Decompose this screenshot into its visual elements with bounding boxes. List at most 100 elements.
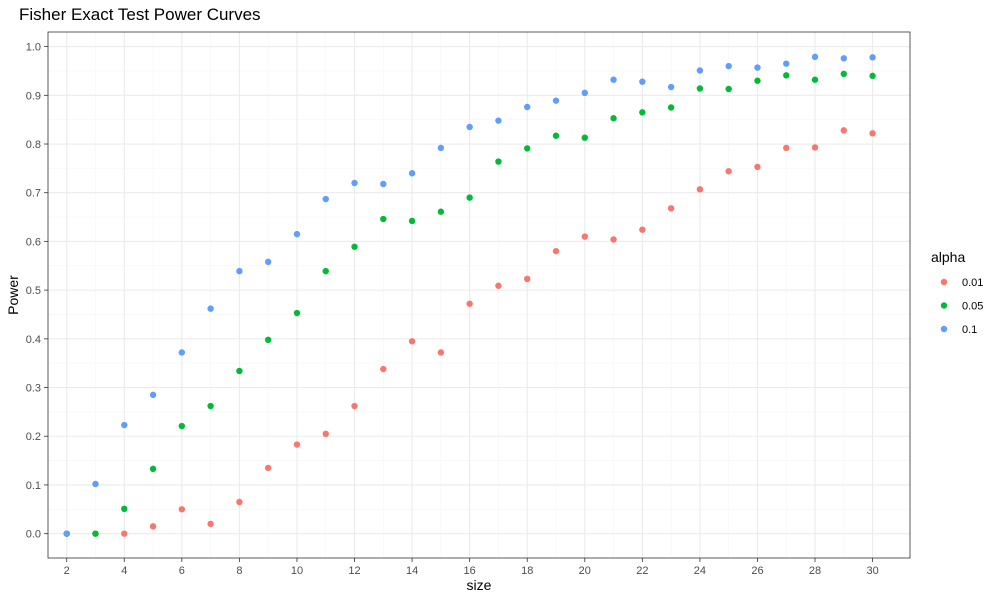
data-point-alpha-0.05 bbox=[437, 208, 445, 215]
legend-items: 0.01 0.05 0.1 bbox=[940, 277, 983, 336]
panel-border bbox=[47, 31, 911, 559]
data-point-alpha-0.01 bbox=[495, 282, 502, 289]
x-tick-label: 26 bbox=[751, 565, 763, 577]
data-point-alpha-0.1 bbox=[322, 195, 329, 203]
data-point-alpha-0.05 bbox=[351, 243, 358, 250]
data-point-alpha-0.1 bbox=[236, 267, 243, 275]
data-point-alpha-0.05 bbox=[552, 132, 560, 139]
data-point-alpha-0.05 bbox=[264, 336, 272, 344]
data-point-alpha-0.05 bbox=[236, 367, 243, 375]
data-point-alpha-0.1 bbox=[725, 62, 732, 70]
y-axis-ticks: 0.0 0.1 0.2 0.3 0.4 0.5 0.6 0.7 0.8 0.9 1.0 bbox=[26, 42, 48, 541]
data-point-alpha-0.05 bbox=[408, 217, 416, 225]
y-axis-title: Power bbox=[5, 275, 21, 315]
y-tick-label: 0.6 bbox=[26, 236, 41, 248]
legend-label-0.1: 0.1 bbox=[962, 324, 977, 336]
x-tick-label: 14 bbox=[406, 565, 418, 577]
data-point-alpha-0.1 bbox=[552, 97, 560, 104]
data-point-alpha-0.05 bbox=[639, 109, 646, 116]
legend-label-0.01: 0.01 bbox=[962, 277, 983, 289]
data-point-alpha-0.01 bbox=[322, 430, 329, 438]
x-axis-ticks: 2 4 6 8 10 12 14 16 18 20 22 24 26 28 30 bbox=[64, 558, 879, 577]
data-point-alpha-0.05 bbox=[322, 267, 329, 275]
legend-key-0.01 bbox=[940, 278, 948, 286]
data-point-alpha-0.01 bbox=[725, 168, 732, 175]
data-point-alpha-0.01 bbox=[869, 130, 876, 137]
data-point-alpha-0.05 bbox=[293, 309, 301, 317]
data-point-alpha-0.01 bbox=[811, 144, 819, 151]
x-tick-label: 16 bbox=[464, 565, 476, 577]
data-point-alpha-0.01 bbox=[178, 506, 186, 513]
data-point-alpha-0.05 bbox=[121, 505, 128, 513]
y-tick-label: 0.8 bbox=[26, 139, 41, 151]
x-tick-label: 2 bbox=[64, 565, 70, 577]
data-point-alpha-0.1 bbox=[293, 230, 301, 238]
data-point-alpha-0.05 bbox=[783, 72, 790, 79]
data-point-alpha-0.05 bbox=[466, 194, 473, 201]
data-point-alpha-0.1 bbox=[581, 89, 588, 97]
data-point-alpha-0.05 bbox=[524, 145, 531, 152]
legend: alpha 0.01 0.05 0.1 bbox=[931, 249, 983, 336]
data-point-alpha-0.01 bbox=[696, 186, 704, 193]
data-point-alpha-0.05 bbox=[581, 134, 588, 141]
y-tick-label: 0.5 bbox=[26, 285, 41, 297]
x-tick-label: 28 bbox=[809, 565, 821, 577]
data-point-alpha-0.1 bbox=[811, 53, 819, 61]
data-point-alpha-0.1 bbox=[437, 144, 445, 152]
data-point-alpha-0.1 bbox=[495, 117, 502, 124]
x-tick-label: 4 bbox=[121, 565, 127, 577]
data-point-alpha-0.1 bbox=[63, 530, 70, 537]
data-point-alpha-0.05 bbox=[667, 104, 675, 111]
data-point-alpha-0.05 bbox=[92, 530, 99, 537]
data-point-alpha-0.1 bbox=[264, 258, 272, 266]
data-point-alpha-0.05 bbox=[178, 422, 186, 430]
data-point-alpha-0.01 bbox=[351, 402, 358, 410]
y-tick-label: 0.2 bbox=[26, 431, 41, 443]
x-tick-label: 12 bbox=[348, 565, 360, 577]
data-point-alpha-0.01 bbox=[437, 349, 445, 356]
minor-gridlines bbox=[48, 32, 910, 558]
data-point-alpha-0.01 bbox=[524, 275, 531, 283]
data-point-alpha-0.05 bbox=[869, 72, 876, 80]
x-axis-title: size bbox=[467, 577, 492, 593]
x-tick-label: 24 bbox=[694, 565, 706, 577]
data-point-alpha-0.01 bbox=[121, 530, 128, 537]
data-point-alpha-0.1 bbox=[696, 67, 704, 74]
legend-key-0.1 bbox=[940, 325, 948, 333]
data-point-alpha-0.05 bbox=[725, 85, 732, 93]
x-tick-label: 20 bbox=[579, 565, 591, 577]
x-tick-label: 8 bbox=[236, 565, 242, 577]
y-tick-label: 1.0 bbox=[26, 42, 41, 54]
data-point-alpha-0.1 bbox=[408, 170, 416, 177]
data-point-alpha-0.01 bbox=[610, 236, 617, 243]
data-point-alpha-0.01 bbox=[236, 498, 243, 506]
x-tick-label: 18 bbox=[521, 565, 533, 577]
data-point-alpha-0.1 bbox=[754, 64, 761, 71]
data-point-alpha-0.01 bbox=[264, 464, 272, 472]
y-tick-label: 0.3 bbox=[26, 383, 41, 395]
data-point-alpha-0.1 bbox=[380, 180, 387, 188]
x-tick-label: 10 bbox=[291, 565, 303, 577]
data-point-alpha-0.1 bbox=[92, 480, 99, 488]
data-point-alpha-0.01 bbox=[754, 163, 761, 171]
data-point-alpha-0.1 bbox=[869, 54, 876, 61]
data-points bbox=[63, 53, 876, 537]
data-point-alpha-0.05 bbox=[610, 115, 617, 122]
y-tick-label: 0.7 bbox=[26, 188, 41, 200]
y-tick-label: 0.9 bbox=[26, 90, 41, 102]
data-point-alpha-0.1 bbox=[639, 78, 646, 85]
data-point-alpha-0.01 bbox=[581, 233, 588, 240]
data-point-alpha-0.01 bbox=[783, 144, 790, 152]
data-point-alpha-0.1 bbox=[351, 179, 358, 187]
data-point-alpha-0.05 bbox=[207, 402, 214, 410]
y-tick-label: 0.0 bbox=[26, 529, 41, 541]
data-point-alpha-0.01 bbox=[408, 338, 416, 345]
data-point-alpha-0.1 bbox=[610, 76, 617, 83]
data-point-alpha-0.1 bbox=[524, 103, 531, 111]
data-point-alpha-0.1 bbox=[783, 60, 790, 67]
major-gridlines bbox=[48, 32, 910, 558]
data-point-alpha-0.05 bbox=[149, 465, 157, 473]
data-point-alpha-0.01 bbox=[639, 226, 646, 233]
